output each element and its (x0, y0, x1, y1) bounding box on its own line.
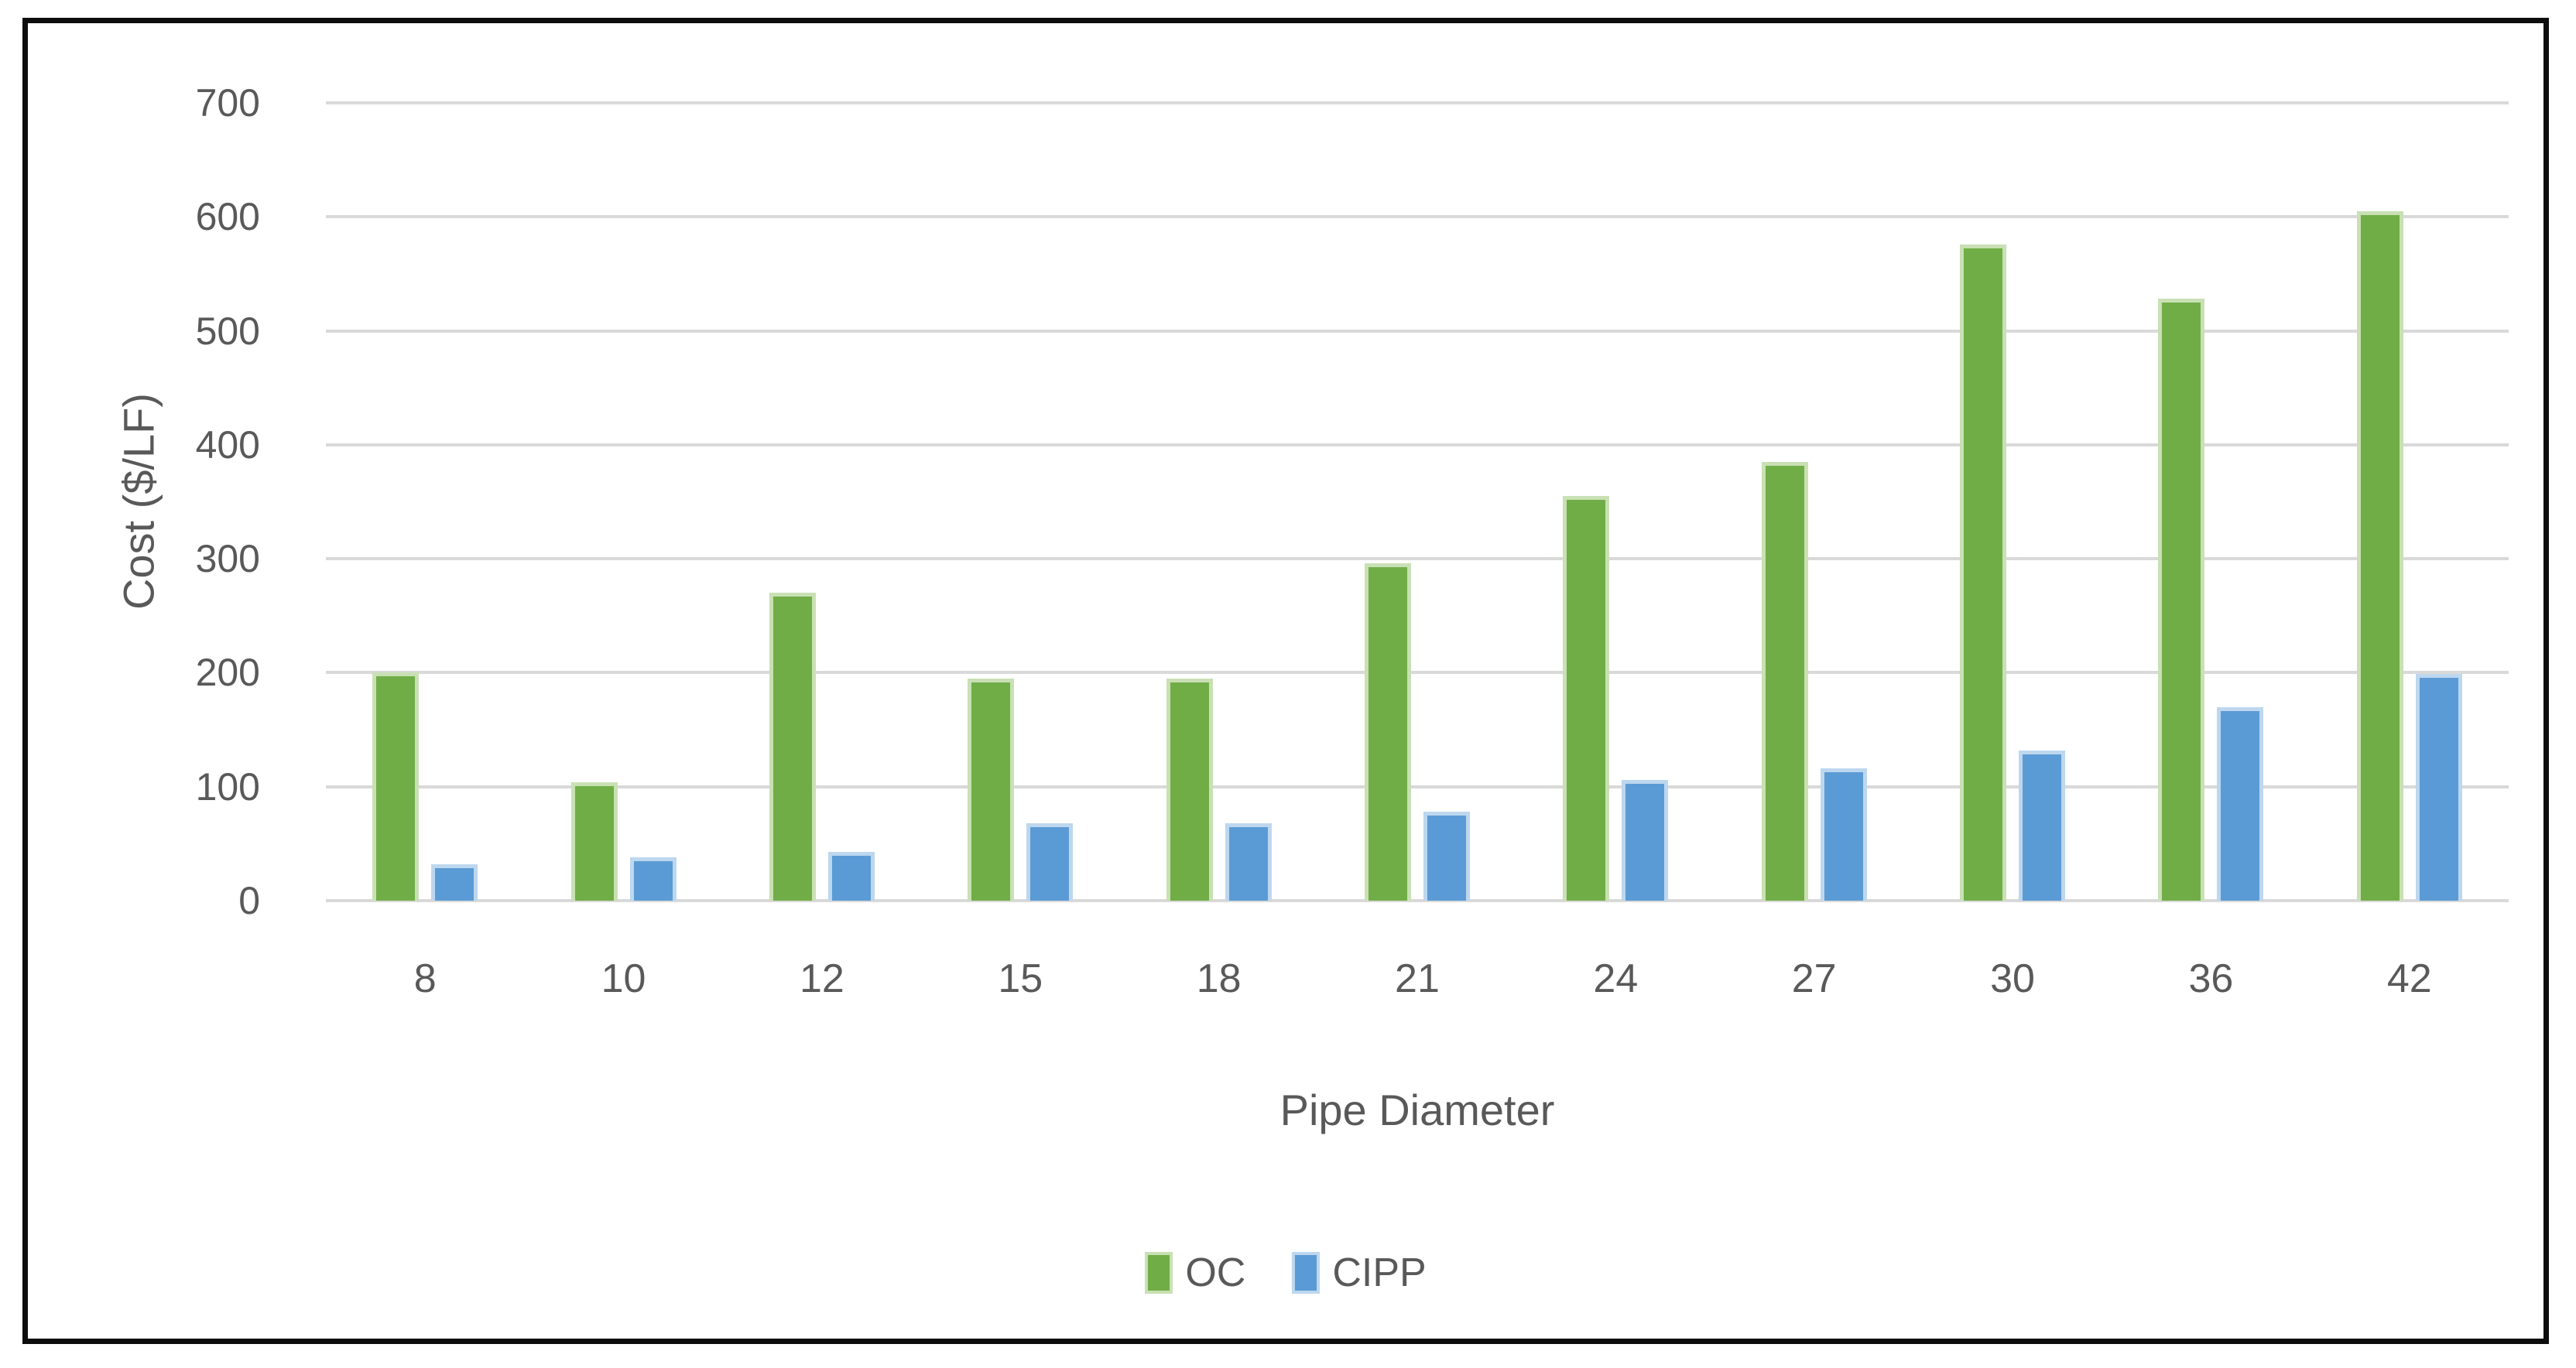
bar-group-18 (1119, 103, 1317, 901)
bar-group-27 (1715, 103, 1913, 901)
legend: OC CIPP (28, 1250, 2543, 1296)
bar-cipp-42 (2415, 673, 2462, 901)
x-tick-label-8: 8 (413, 956, 437, 1001)
bar-cipp-12 (827, 851, 875, 901)
bar-group-10 (524, 103, 722, 901)
bar-oc-36 (2158, 299, 2205, 901)
bar-oc-30 (1960, 244, 2007, 901)
bar-oc-12 (769, 593, 816, 901)
bar-group-8 (326, 103, 524, 901)
x-tick-label-24: 24 (1593, 956, 1639, 1001)
legend-item-oc: OC (1145, 1250, 1245, 1296)
bar-cipp-10 (629, 857, 677, 901)
legend-swatch-oc (1145, 1252, 1173, 1294)
x-axis-title: Pipe Diameter (1279, 1086, 1555, 1134)
gridline-600 (326, 215, 2509, 219)
bar-oc-8 (372, 672, 420, 901)
bar-cipp-36 (2217, 706, 2264, 901)
bar-group-36 (2112, 103, 2310, 901)
bar-group-15 (921, 103, 1119, 901)
bar-group-12 (723, 103, 921, 901)
bar-group-21 (1318, 103, 1516, 901)
gridline-500 (326, 329, 2509, 333)
x-tick-label-27: 27 (1791, 956, 1837, 1001)
bar-oc-10 (570, 781, 618, 901)
x-tick-label-10: 10 (601, 956, 646, 1001)
bar-oc-27 (1761, 461, 1808, 901)
gridline-100 (326, 785, 2509, 788)
chart-frame: Cost ($/LF) 700 600 500 400 300 200 100 0 8 10 12… (22, 18, 2549, 1344)
y-tick-label-0: 0 (238, 879, 260, 922)
y-tick-label-300: 300 (195, 537, 260, 581)
bar-cipp-21 (1423, 812, 1470, 901)
gridline-300 (326, 557, 2509, 561)
gridline-700 (326, 101, 2509, 104)
bar-group-42 (2311, 103, 2509, 901)
gridline-400 (326, 443, 2509, 446)
legend-label-oc: OC (1185, 1250, 1246, 1295)
bar-cipp-24 (1622, 779, 1669, 901)
bars-layer (326, 103, 2509, 901)
x-axis: 8 10 12 15 18 21 24 27 30 36 42 (326, 956, 2509, 1002)
gridline-200 (326, 671, 2509, 675)
x-tick-label-42: 42 (2386, 956, 2432, 1001)
bar-oc-21 (1364, 563, 1411, 901)
y-tick-label-400: 400 (195, 422, 260, 467)
legend-swatch-cipp (1292, 1252, 1321, 1294)
y-tick-label-100: 100 (195, 764, 260, 809)
y-tick-label-600: 600 (195, 195, 260, 239)
bar-cipp-8 (431, 864, 478, 901)
legend-item-cipp: CIPP (1292, 1250, 1427, 1296)
bar-oc-42 (2356, 210, 2403, 901)
legend-label-cipp: CIPP (1332, 1250, 1427, 1295)
x-tick-label-30: 30 (1990, 956, 2035, 1001)
gridline-0 (326, 899, 2509, 902)
y-tick-label-500: 500 (195, 309, 260, 353)
bar-cipp-30 (2019, 750, 2066, 901)
bar-cipp-18 (1225, 823, 1272, 901)
x-tick-label-15: 15 (998, 956, 1043, 1001)
x-tick-label-12: 12 (799, 956, 844, 1001)
bar-oc-24 (1563, 496, 1610, 901)
bar-oc-15 (968, 678, 1015, 901)
bar-group-24 (1516, 103, 1714, 901)
x-tick-label-21: 21 (1395, 956, 1440, 1001)
bar-oc-18 (1166, 678, 1213, 901)
x-tick-label-18: 18 (1196, 956, 1242, 1001)
y-tick-label-700: 700 (195, 81, 260, 125)
bar-group-30 (1913, 103, 2112, 901)
plot-area (326, 101, 2509, 902)
bar-cipp-15 (1026, 823, 1074, 901)
bar-cipp-27 (1820, 768, 1867, 901)
x-tick-label-36: 36 (2188, 956, 2234, 1001)
y-tick-label-200: 200 (195, 651, 260, 695)
